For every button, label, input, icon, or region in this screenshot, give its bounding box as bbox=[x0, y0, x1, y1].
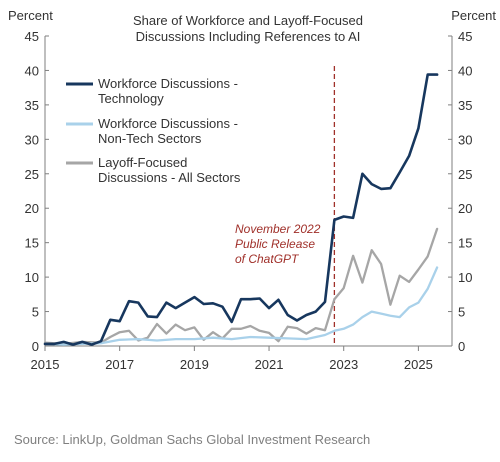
legend-label-1-line-2: Technology bbox=[98, 91, 164, 106]
legend-label-2-line-1: Workforce Discussions - bbox=[98, 116, 238, 131]
y-tick-label-left-35: 35 bbox=[25, 98, 39, 113]
y-tick-label-right-20: 20 bbox=[458, 201, 472, 216]
x-tick-label-2015: 2015 bbox=[31, 357, 60, 372]
y-unit-right: Percent bbox=[451, 8, 496, 23]
y-unit-left: Percent bbox=[8, 8, 53, 23]
y-tick-label-left-45: 45 bbox=[25, 29, 39, 44]
y-tick-label-right-10: 10 bbox=[458, 270, 472, 285]
x-tick-label-2023: 2023 bbox=[329, 357, 358, 372]
x-tick-label-2021: 2021 bbox=[255, 357, 284, 372]
y-tick-label-left-25: 25 bbox=[25, 167, 39, 182]
legend-label-3-line-2: Discussions - All Sectors bbox=[98, 170, 241, 185]
legend-label-3-line-1: Layoff-Focused bbox=[98, 155, 187, 170]
y-tick-label-left-0: 0 bbox=[32, 339, 39, 354]
y-tick-label-right-35: 35 bbox=[458, 98, 472, 113]
legend-label-2-line-2: Non-Tech Sectors bbox=[98, 131, 202, 146]
y-tick-label-left-20: 20 bbox=[25, 201, 39, 216]
y-tick-label-right-40: 40 bbox=[458, 63, 472, 78]
annotation-line-3: of ChatGPT bbox=[235, 252, 300, 266]
y-tick-label-right-5: 5 bbox=[458, 305, 465, 320]
y-tick-label-left-40: 40 bbox=[25, 63, 39, 78]
y-tick-label-right-15: 15 bbox=[458, 236, 472, 251]
x-tick-label-2019: 2019 bbox=[180, 357, 209, 372]
annotation-line-2: Public Release bbox=[235, 237, 315, 251]
y-tick-label-left-15: 15 bbox=[25, 236, 39, 251]
source-note: Source: LinkUp, Goldman Sachs Global Inv… bbox=[14, 432, 371, 447]
series-line-3 bbox=[43, 227, 439, 346]
x-tick-label-2025: 2025 bbox=[404, 357, 433, 372]
series-layer bbox=[43, 73, 439, 346]
y-tick-label-right-30: 30 bbox=[458, 132, 472, 147]
y-tick-label-left-10: 10 bbox=[25, 270, 39, 285]
chart-title-line-2: Discussions Including References to AI bbox=[136, 29, 361, 44]
series-line-1 bbox=[43, 73, 439, 346]
y-tick-label-left-30: 30 bbox=[25, 132, 39, 147]
legend-label-1-line-1: Workforce Discussions - bbox=[98, 76, 238, 91]
chart-title-line-1: Share of Workforce and Layoff-Focused bbox=[133, 13, 363, 28]
y-tick-label-right-0: 0 bbox=[458, 339, 465, 354]
series-line-2 bbox=[43, 266, 439, 346]
x-tick-label-2017: 2017 bbox=[105, 357, 134, 372]
y-tick-label-right-45: 45 bbox=[458, 29, 472, 44]
annotation-line-1: November 2022 bbox=[235, 222, 321, 236]
y-tick-label-right-25: 25 bbox=[458, 167, 472, 182]
y-tick-label-left-5: 5 bbox=[32, 305, 39, 320]
